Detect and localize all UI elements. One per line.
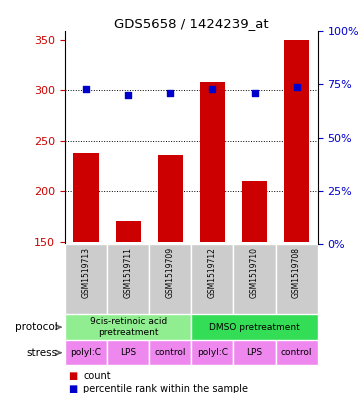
Point xyxy=(125,92,131,98)
Point xyxy=(83,86,89,92)
Bar xyxy=(149,340,191,365)
Bar xyxy=(107,244,149,314)
Text: GSM1519709: GSM1519709 xyxy=(166,247,175,298)
Point xyxy=(252,90,257,96)
Text: polyI:C: polyI:C xyxy=(70,348,101,357)
Bar xyxy=(234,244,275,314)
Text: GSM1519710: GSM1519710 xyxy=(250,247,259,298)
Text: LPS: LPS xyxy=(120,348,136,357)
Bar xyxy=(65,314,191,340)
Text: DMSO pretreatment: DMSO pretreatment xyxy=(209,323,300,332)
Text: GSM1519711: GSM1519711 xyxy=(124,247,132,298)
Text: control: control xyxy=(281,348,312,357)
Text: percentile rank within the sample: percentile rank within the sample xyxy=(83,384,248,393)
Text: 9cis-retinoic acid
pretreatment: 9cis-retinoic acid pretreatment xyxy=(90,318,167,337)
Point xyxy=(294,83,300,90)
Bar xyxy=(65,340,107,365)
Point xyxy=(209,86,215,92)
Text: stress: stress xyxy=(27,348,58,358)
Bar xyxy=(116,221,141,242)
Text: GSM1519712: GSM1519712 xyxy=(208,247,217,298)
Text: GSM1519713: GSM1519713 xyxy=(82,247,91,298)
Title: GDS5658 / 1424239_at: GDS5658 / 1424239_at xyxy=(114,17,269,30)
Bar xyxy=(242,181,267,242)
Bar xyxy=(191,244,234,314)
Bar xyxy=(200,82,225,242)
Bar xyxy=(275,244,318,314)
Bar xyxy=(149,244,191,314)
Text: control: control xyxy=(155,348,186,357)
Bar xyxy=(65,244,107,314)
Text: protocol: protocol xyxy=(15,322,58,332)
Bar xyxy=(191,314,318,340)
Text: polyI:C: polyI:C xyxy=(197,348,228,357)
Bar xyxy=(284,40,309,242)
Text: GSM1519708: GSM1519708 xyxy=(292,247,301,298)
Point xyxy=(168,90,173,96)
Bar xyxy=(158,155,183,242)
Text: count: count xyxy=(83,371,111,381)
Bar xyxy=(107,340,149,365)
Text: LPS: LPS xyxy=(247,348,262,357)
Bar xyxy=(73,153,99,242)
Text: ■: ■ xyxy=(69,371,78,381)
Bar xyxy=(234,340,275,365)
Bar xyxy=(191,340,234,365)
Text: ■: ■ xyxy=(69,384,78,393)
Bar xyxy=(275,340,318,365)
